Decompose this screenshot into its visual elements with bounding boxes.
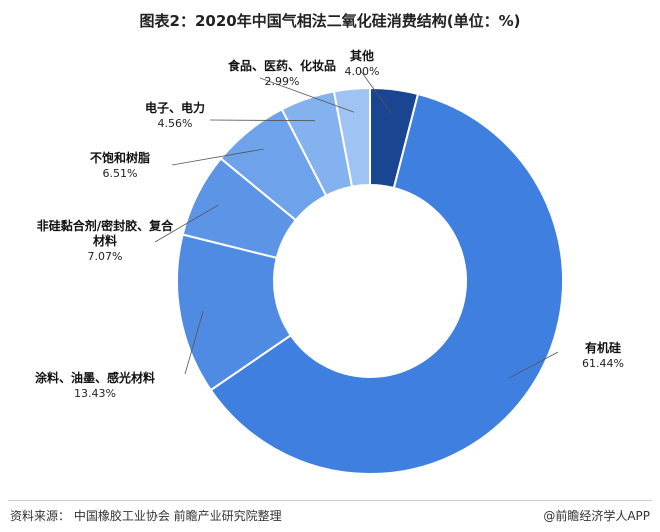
slice-pct-0: 61.44%: [582, 357, 624, 370]
leader-line-2: [154, 204, 219, 243]
donut-chart: 其他 4.00% 有机硅 61.44% 涂料、油墨、感光材料 13.43% 非硅黏合剂/密封…: [35, 48, 624, 475]
slice-pct-4: 4.56%: [158, 117, 193, 130]
slice-label-5: 食品、医药、化妆品: [227, 58, 336, 73]
source-note: 资料来源： 中国橡胶工业协会 前瞻产业研究院整理: [10, 509, 282, 523]
slice-pct-6: 4.00%: [345, 65, 380, 78]
slice-labels: 其他 4.00% 有机硅 61.44% 涂料、油墨、感光材料 13.43% 非硅黏合剂/密封…: [35, 48, 624, 400]
slice-pct-5: 2.99%: [265, 75, 300, 88]
slice-label-3: 不饱和树脂: [90, 150, 150, 165]
donut-slices: [176, 86, 564, 475]
footer: 资料来源： 中国橡胶工业协会 前瞻产业研究院整理 @前瞻经济学人APP: [8, 500, 652, 523]
leader-line-3: [171, 148, 264, 166]
slice-0: [209, 92, 564, 475]
slice-label-1: 涂料、油墨、感光材料: [35, 370, 155, 385]
slice-label-6: 其他: [350, 48, 374, 63]
chart-title: 图表2：2020年中国气相法二氧化硅消费结构(单位：%): [139, 12, 521, 30]
slice-pct-1: 13.43%: [74, 387, 116, 400]
slice-label-2-line0: 非硅黏合剂/密封胶、复合: [37, 218, 174, 233]
slice-pct-3: 6.51%: [103, 167, 138, 180]
leader-line-4: [209, 119, 315, 122]
credit-note: @前瞻经济学人APP: [543, 509, 650, 523]
slice-pct-2: 7.07%: [88, 250, 123, 263]
slice-label-2-line1: 材料: [92, 233, 117, 248]
leader-line-0: [508, 351, 559, 379]
slice-5: [332, 86, 371, 188]
leader-line-1: [184, 311, 204, 375]
leader-line-5: [259, 77, 355, 113]
leader-line-6: [359, 69, 392, 114]
slice-label-0: 有机硅: [585, 340, 621, 355]
leader-lines: [154, 69, 559, 379]
slice-label-4: 电子、电力: [145, 100, 205, 115]
slice-1: [176, 233, 293, 392]
